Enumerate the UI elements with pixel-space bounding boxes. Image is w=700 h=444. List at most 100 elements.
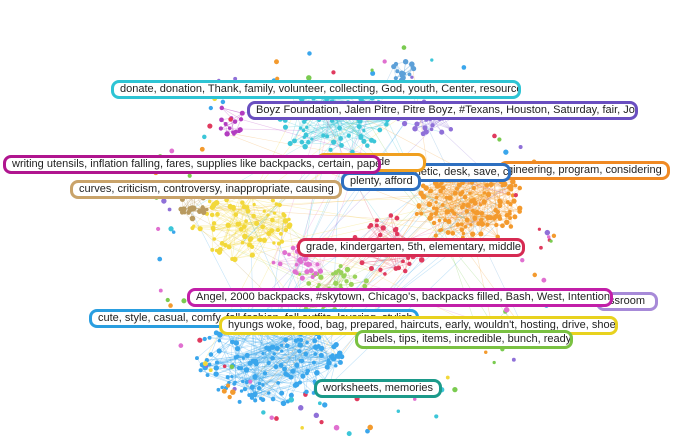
node — [261, 351, 265, 356]
topic-label: plenty, afford — [341, 171, 421, 191]
node — [501, 181, 508, 187]
edge — [221, 107, 242, 120]
node — [395, 231, 400, 237]
node — [242, 386, 248, 392]
node — [317, 401, 322, 406]
node — [312, 338, 318, 344]
node — [472, 215, 478, 221]
node — [464, 209, 469, 214]
edge — [249, 215, 285, 241]
node — [271, 260, 276, 265]
edge — [306, 342, 316, 355]
edge — [461, 185, 516, 225]
node — [157, 256, 163, 262]
node — [225, 375, 230, 380]
node — [201, 209, 207, 215]
edge — [216, 367, 317, 374]
node — [217, 247, 223, 253]
node — [318, 352, 324, 358]
node — [513, 192, 518, 198]
node — [190, 205, 197, 212]
edge — [213, 204, 289, 220]
node — [356, 124, 362, 130]
node — [420, 183, 426, 189]
node — [461, 202, 466, 207]
edge — [416, 175, 464, 215]
node — [370, 70, 376, 76]
edge — [446, 184, 492, 213]
node — [282, 250, 288, 256]
node — [487, 215, 491, 220]
node — [438, 188, 443, 194]
node — [406, 255, 411, 261]
edge — [251, 220, 286, 256]
node — [321, 133, 326, 138]
node — [410, 65, 415, 70]
node — [344, 266, 351, 273]
node — [470, 231, 476, 237]
edge — [281, 365, 336, 394]
edge — [462, 182, 510, 215]
node — [428, 215, 433, 221]
topic-label: curves, criticism, controversy, inapprop… — [70, 179, 342, 199]
node — [299, 275, 305, 281]
node — [401, 259, 405, 264]
node — [241, 356, 245, 360]
node — [459, 227, 465, 233]
node — [492, 133, 497, 139]
edge — [258, 347, 273, 389]
edge — [444, 197, 447, 221]
node — [221, 388, 227, 394]
node — [270, 198, 275, 203]
edge — [433, 207, 479, 224]
edge — [231, 353, 316, 377]
node — [242, 233, 248, 240]
node — [294, 271, 299, 276]
node — [348, 281, 354, 288]
node — [468, 191, 472, 195]
node — [294, 262, 299, 267]
node — [181, 298, 187, 304]
node — [158, 288, 163, 293]
node — [241, 204, 247, 210]
node — [331, 70, 336, 75]
node — [452, 387, 458, 393]
node — [298, 405, 304, 411]
edge — [468, 174, 488, 243]
node — [227, 203, 233, 210]
node — [202, 134, 207, 140]
node — [325, 134, 330, 139]
edge — [235, 357, 289, 402]
node — [338, 264, 343, 269]
edge — [227, 353, 306, 378]
edge — [219, 350, 244, 359]
node — [478, 231, 484, 237]
edge — [301, 206, 420, 362]
edge — [418, 182, 473, 206]
node — [495, 209, 500, 215]
node — [299, 358, 305, 364]
edge — [237, 333, 317, 349]
node — [279, 239, 285, 244]
node — [492, 360, 496, 365]
edge — [435, 171, 457, 236]
edge — [482, 223, 498, 238]
node — [316, 335, 322, 340]
edge — [321, 355, 341, 363]
node — [287, 217, 291, 222]
node — [365, 428, 370, 434]
node — [508, 224, 514, 229]
edge — [430, 192, 485, 219]
edge — [241, 326, 317, 392]
node — [448, 127, 454, 132]
edge — [436, 180, 500, 198]
node — [368, 223, 374, 228]
node — [383, 272, 387, 276]
node — [488, 182, 494, 188]
node — [338, 360, 343, 365]
edge — [289, 325, 301, 383]
edge — [228, 223, 257, 226]
topic-label: Boyz Foundation, Jalen Pitre, Pitre Boyz… — [247, 100, 638, 120]
edge — [218, 333, 301, 361]
node — [313, 344, 319, 350]
